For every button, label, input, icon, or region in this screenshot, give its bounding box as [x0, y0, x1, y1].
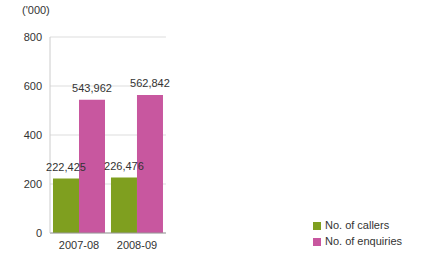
- svg-text:222,425: 222,425: [46, 161, 86, 173]
- html-text:No. of enquiries: No. of enquiries: [325, 235, 402, 247]
- html-text:No. of callers: No. of callers: [325, 219, 390, 231]
- svg-text:600: 600: [24, 80, 42, 92]
- svg-text:226,476: 226,476: [104, 160, 144, 172]
- svg-text:800: 800: [24, 31, 42, 43]
- svg-text:400: 400: [24, 129, 42, 141]
- svg-text:200: 200: [24, 178, 42, 190]
- svg-text:2007-08: 2007-08: [59, 239, 99, 251]
- svg-text:0: 0: [36, 227, 42, 239]
- svg-text:543,962: 543,962: [72, 82, 112, 94]
- svg-text:2008-09: 2008-09: [117, 239, 157, 251]
- svg-text:562,842: 562,842: [130, 77, 170, 89]
- html-text:('000): ('000): [22, 4, 50, 16]
